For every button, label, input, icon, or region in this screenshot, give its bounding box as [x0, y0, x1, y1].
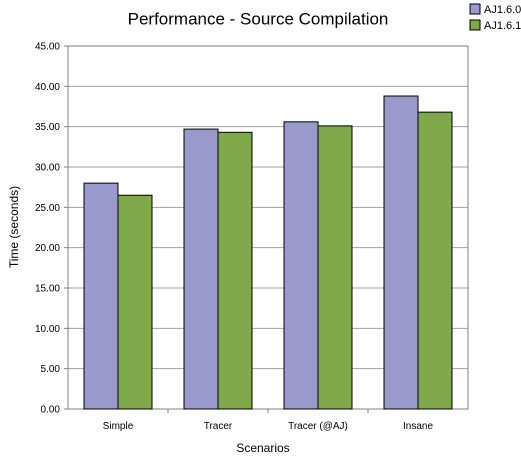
- y-tick-label: 20.00: [35, 243, 60, 254]
- y-axis-ticks: 0.00 5.00 10.00 15.00 20.00 25.00 30.00 35.00 40…: [35, 42, 68, 416]
- bar-aj1-6-1-tracer-aj: [317, 125, 353, 410]
- legend-swatch: [469, 19, 481, 31]
- x-tick-label: Tracer (@AJ): [288, 421, 348, 432]
- y-tick-label: 45.00: [35, 42, 60, 53]
- y-tick-label: 15.00: [35, 284, 60, 295]
- y-tick-label: 0.00: [41, 405, 61, 416]
- bar-aj1-6-0-tracer-aj: [283, 121, 319, 410]
- bar-aj1-6-0-simple: [83, 182, 119, 410]
- chart-title: Performance - Source Compilation: [128, 9, 389, 28]
- x-tick-label: Simple: [103, 421, 134, 432]
- y-tick-label: 30.00: [35, 163, 60, 174]
- bar-aj1-6-1-simple: [117, 194, 153, 410]
- y-tick-label: 35.00: [35, 122, 60, 133]
- bars: [83, 95, 453, 410]
- legend-label: AJ1.6.1: [484, 20, 521, 32]
- x-tick-label: Insane: [403, 421, 433, 432]
- bar-aj1-6-0-tracer: [183, 128, 219, 410]
- x-tick-label: Tracer: [204, 421, 233, 432]
- x-axis-ticks: Simple Tracer Tracer (@AJ) Insane: [103, 409, 433, 432]
- bar-aj1-6-0-insane: [383, 95, 419, 410]
- x-axis-label: Scenarios: [236, 441, 289, 455]
- bar-aj1-6-1-insane: [417, 111, 453, 410]
- bar-aj1-6-1-tracer: [217, 131, 253, 410]
- legend: AJ1.6.0 AJ1.6.1: [469, 3, 521, 32]
- y-tick-label: 10.00: [35, 324, 60, 335]
- y-axis-label: Time (seconds): [7, 186, 21, 268]
- y-tick-label: 25.00: [35, 203, 60, 214]
- y-tick-label: 5.00: [41, 364, 61, 375]
- legend-label: AJ1.6.0: [484, 4, 521, 16]
- legend-swatch: [469, 3, 481, 15]
- y-tick-label: 40.00: [35, 82, 60, 93]
